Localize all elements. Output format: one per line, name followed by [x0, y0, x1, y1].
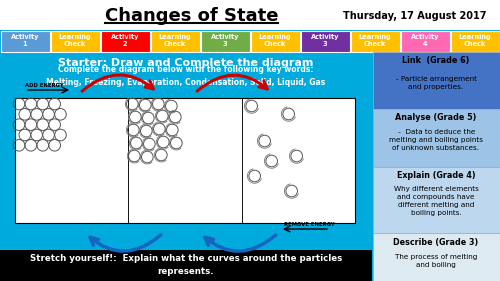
Text: - Particle arrangement
and properties.: - Particle arrangement and properties. [396, 76, 476, 90]
Text: Activity
2: Activity 2 [111, 35, 139, 47]
FancyBboxPatch shape [100, 31, 150, 51]
FancyBboxPatch shape [450, 31, 500, 51]
FancyBboxPatch shape [0, 31, 50, 51]
Text: Describe (Grade 3): Describe (Grade 3) [394, 237, 478, 246]
FancyBboxPatch shape [0, 0, 500, 30]
Text: Activity
4: Activity 4 [411, 35, 440, 47]
FancyBboxPatch shape [0, 250, 372, 281]
FancyArrowPatch shape [197, 75, 268, 91]
FancyBboxPatch shape [373, 233, 500, 281]
Text: REMOVE ENERGY: REMOVE ENERGY [284, 222, 335, 227]
Text: Learning
Check: Learning Check [458, 35, 492, 47]
Text: Analyse (Grade 5): Analyse (Grade 5) [396, 114, 476, 123]
FancyBboxPatch shape [373, 52, 500, 109]
FancyBboxPatch shape [300, 31, 350, 51]
Text: Stretch yourself!:  Explain what the curves around the particles
represents.: Stretch yourself!: Explain what the curv… [30, 254, 342, 276]
Text: Explain (Grade 4): Explain (Grade 4) [396, 171, 475, 180]
FancyArrowPatch shape [82, 75, 154, 91]
Text: Changes of State: Changes of State [105, 7, 279, 25]
FancyBboxPatch shape [250, 31, 300, 51]
Text: Complete the diagram below with the following key words:
Melting, Freezing, Evap: Complete the diagram below with the foll… [46, 65, 326, 87]
Text: Learning
Check: Learning Check [358, 35, 392, 47]
Text: Why different elements
and compounds have
different melting and
boiling points.: Why different elements and compounds hav… [394, 187, 478, 216]
FancyBboxPatch shape [373, 167, 500, 233]
Text: Activity
3: Activity 3 [311, 35, 339, 47]
FancyBboxPatch shape [400, 31, 450, 51]
Text: ADD ENERGY: ADD ENERGY [25, 83, 64, 88]
Text: Learning
Check: Learning Check [158, 35, 192, 47]
Text: -  Data to deduce the
melting and boiling points
of unknown substances.: - Data to deduce the melting and boiling… [389, 129, 483, 151]
FancyBboxPatch shape [15, 98, 355, 223]
FancyBboxPatch shape [200, 31, 250, 51]
Text: Learning
Check: Learning Check [58, 35, 92, 47]
FancyBboxPatch shape [50, 31, 100, 51]
FancyBboxPatch shape [373, 109, 500, 167]
FancyBboxPatch shape [350, 31, 400, 51]
Text: Link  (Grade 6): Link (Grade 6) [402, 56, 469, 65]
Text: Learning
Check: Learning Check [258, 35, 292, 47]
FancyArrowPatch shape [205, 235, 276, 251]
Text: Activity
3: Activity 3 [211, 35, 240, 47]
FancyBboxPatch shape [0, 52, 372, 281]
FancyBboxPatch shape [150, 31, 200, 51]
FancyArrowPatch shape [90, 235, 161, 251]
Text: Starter: Draw and Complete the diagram: Starter: Draw and Complete the diagram [58, 58, 314, 68]
Text: Activity
1: Activity 1 [11, 35, 39, 47]
Text: The process of melting
and boiling: The process of melting and boiling [395, 254, 477, 268]
Text: Thursday, 17 August 2017: Thursday, 17 August 2017 [343, 11, 487, 21]
